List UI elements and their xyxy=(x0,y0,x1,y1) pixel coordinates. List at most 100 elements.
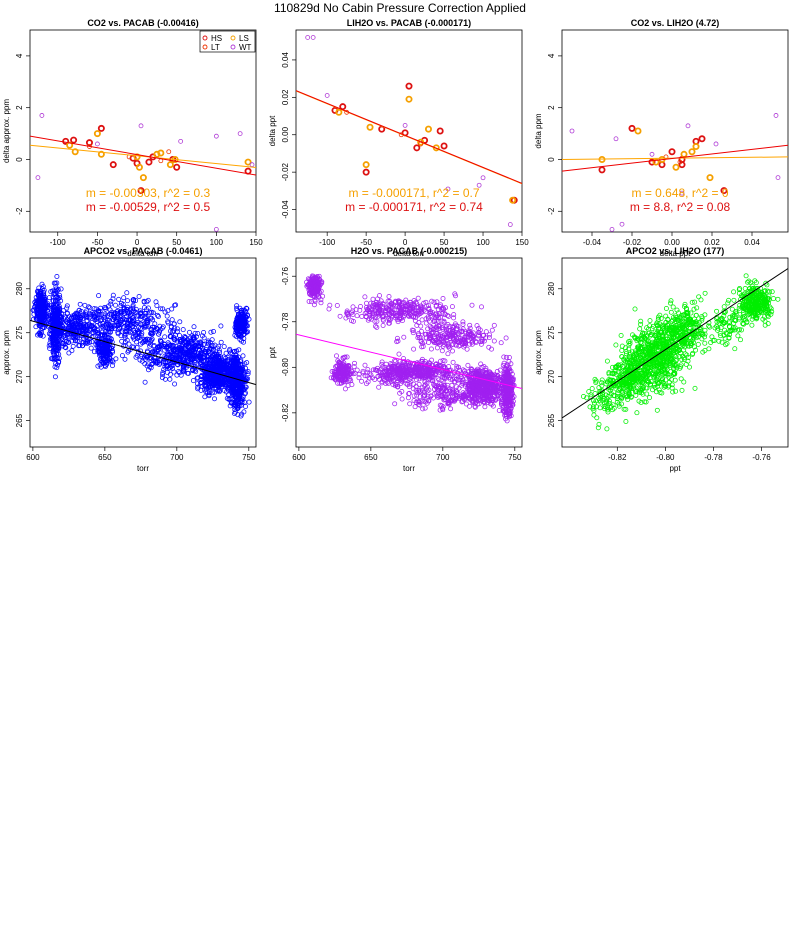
data-point xyxy=(37,289,43,295)
data-point xyxy=(103,306,109,312)
data-point xyxy=(125,298,130,304)
data-point xyxy=(447,334,453,339)
data-point xyxy=(56,336,62,342)
fit-line xyxy=(30,144,256,169)
fit-line xyxy=(30,135,256,176)
data-point xyxy=(215,345,221,351)
data-point xyxy=(436,340,442,346)
data-point xyxy=(98,325,104,331)
data-point xyxy=(451,336,457,342)
data-point xyxy=(305,282,311,288)
data-point xyxy=(473,340,479,345)
data-point xyxy=(417,363,423,368)
data-point xyxy=(384,373,390,379)
data-point xyxy=(369,307,375,313)
data-point xyxy=(364,381,369,387)
data-point xyxy=(203,347,209,353)
y-tick-label: 4 xyxy=(15,53,24,58)
legend-label: LT xyxy=(211,43,220,52)
data-point xyxy=(102,344,108,350)
data-point xyxy=(383,361,389,367)
data-point xyxy=(492,397,498,403)
data-point xyxy=(46,295,52,301)
x-tick-label: 0.02 xyxy=(704,238,720,247)
data-point xyxy=(132,310,138,315)
data-point-LT xyxy=(677,159,683,165)
data-point xyxy=(234,319,240,324)
data-point xyxy=(110,363,115,369)
data-point xyxy=(386,317,392,323)
data-point-HS xyxy=(97,124,105,132)
data-point xyxy=(359,378,365,384)
data-point xyxy=(109,325,114,331)
data-point xyxy=(162,309,168,315)
data-point xyxy=(216,385,222,391)
y-tick-label: 2 xyxy=(15,105,24,110)
data-point xyxy=(192,358,198,364)
data-point xyxy=(479,304,484,310)
data-point xyxy=(223,370,229,376)
data-point xyxy=(344,373,350,378)
panel-title: CO2 vs. LIH2O (4.72) xyxy=(631,18,720,28)
legend-marker xyxy=(230,44,236,50)
data-point-HS xyxy=(436,127,444,135)
data-point xyxy=(64,305,70,311)
data-point xyxy=(230,388,236,394)
plot-area xyxy=(30,113,256,232)
data-point-LS xyxy=(244,158,252,166)
data-point xyxy=(84,327,89,333)
data-point xyxy=(377,308,383,314)
data-point xyxy=(143,339,148,345)
y-tick-label: 275 xyxy=(15,326,24,340)
data-point-HS xyxy=(339,103,347,111)
data-point-LS xyxy=(97,150,105,158)
data-point xyxy=(51,313,57,319)
data-point xyxy=(147,355,153,360)
data-point xyxy=(44,319,50,325)
data-point xyxy=(207,390,212,396)
data-point xyxy=(113,356,119,362)
data-point xyxy=(345,383,351,389)
data-point xyxy=(38,299,44,305)
data-point xyxy=(174,356,179,361)
data-point xyxy=(95,315,101,321)
data-point xyxy=(198,373,204,379)
data-point xyxy=(467,322,473,328)
x-axis-label: delta ppt xyxy=(660,249,691,258)
data-point xyxy=(393,358,399,364)
data-point xyxy=(479,364,485,370)
data-point xyxy=(177,333,183,339)
data-point xyxy=(144,318,150,324)
data-point xyxy=(218,339,224,345)
data-point xyxy=(190,368,196,374)
data-point xyxy=(483,389,489,395)
data-point xyxy=(374,324,380,330)
data-point xyxy=(77,301,83,307)
data-point xyxy=(234,369,240,375)
data-point xyxy=(441,375,447,381)
data-point-HS xyxy=(85,139,93,147)
data-point xyxy=(474,323,480,329)
data-point xyxy=(228,388,234,394)
data-point xyxy=(68,325,74,331)
data-point xyxy=(373,314,379,320)
y-tick-label: 0.02 xyxy=(281,89,290,105)
data-point xyxy=(306,299,312,304)
data-point xyxy=(77,327,83,333)
data-point xyxy=(134,345,140,351)
regression-stat: m = 8.8, r^2 = 0.08 xyxy=(630,200,731,214)
data-point xyxy=(370,296,376,302)
data-point xyxy=(148,330,154,336)
data-point xyxy=(342,354,348,360)
data-point-HS xyxy=(405,82,413,90)
data-point xyxy=(418,323,424,329)
y-axis-label: delta ppm xyxy=(534,113,543,148)
data-point xyxy=(155,314,161,319)
data-point xyxy=(400,318,405,323)
data-point xyxy=(347,376,353,382)
data-point xyxy=(219,358,225,364)
data-point xyxy=(449,342,455,348)
data-point xyxy=(167,333,173,339)
data-point xyxy=(61,334,66,339)
data-point xyxy=(51,291,57,297)
